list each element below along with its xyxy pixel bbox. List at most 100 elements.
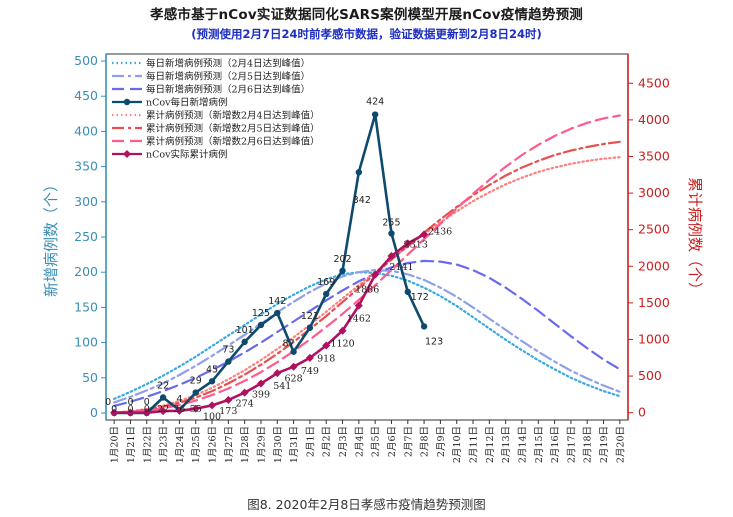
- daily-point: [306, 324, 314, 331]
- daily-data-label: 29: [190, 376, 202, 387]
- series-line-4: [112, 113, 426, 415]
- cumulative-data-label: 2436: [428, 226, 452, 237]
- x-tick-label: 1月23日: [159, 426, 170, 463]
- legend-label: nCov实际累计病例: [146, 149, 227, 161]
- cumulative-data-label: 0: [144, 404, 150, 415]
- x-tick-label: 2月4日: [354, 426, 365, 457]
- x-tick-label: 2月16日: [550, 426, 561, 463]
- cumulative-data-label: 1886: [355, 285, 379, 296]
- x-tick-label: 2月7日: [403, 426, 414, 457]
- x-tick-label: 1月22日: [142, 426, 153, 463]
- x-tick-label: 2月6日: [387, 426, 398, 457]
- cumulative-point: [273, 369, 282, 378]
- cumulative-point: [175, 406, 184, 415]
- daily-data-label: 45: [206, 364, 218, 375]
- daily-data-label: 101: [236, 325, 254, 336]
- x-tick-label: 2月5日: [371, 426, 382, 457]
- legend-label: 每日新增病例预测（2月4日达到峰值）: [146, 58, 310, 70]
- cumulative-point: [354, 301, 363, 310]
- chart-title: 孝感市基于nCov实证数据同化SARS案例模型开展nCov疫情趋势预测: [150, 7, 583, 23]
- cumulative-data-label: 628: [285, 374, 303, 385]
- legend-label: nCov每日新增病例: [146, 97, 227, 109]
- daily-point: [274, 309, 281, 317]
- series-line-7: [113, 114, 621, 414]
- series-line-6: [113, 140, 621, 414]
- cumulative-data-label: 1462: [347, 314, 371, 325]
- x-tick-label: 1月31日: [289, 426, 300, 463]
- cumulative-data-label: 26: [173, 404, 185, 415]
- left-tick-label: 350: [74, 159, 98, 174]
- cumulative-point: [110, 408, 119, 417]
- cumulative-point: [208, 401, 217, 410]
- left-tick-label: 250: [74, 229, 98, 244]
- cumulative-point: [142, 408, 151, 417]
- cumulative-data-label: 22: [157, 404, 169, 415]
- cumulative-data-label: 541: [273, 381, 291, 392]
- daily-data-label: 0: [105, 397, 111, 408]
- series-line-2: [113, 269, 621, 404]
- daily-data-label: 4: [176, 394, 182, 405]
- daily-point: [371, 111, 379, 118]
- x-tick-label: 2月12日: [485, 426, 496, 463]
- cumulative-data-label: 1120: [330, 339, 354, 350]
- left-axis-title: 新增病例数（个）: [42, 177, 60, 297]
- x-tick-label: 1月30日: [273, 426, 284, 463]
- daily-point: [159, 394, 167, 401]
- cumulative-point: [289, 362, 298, 371]
- cumulative-point: [191, 404, 200, 413]
- cumulative-data-label: 173: [219, 406, 237, 417]
- left-tick-label: 150: [74, 299, 98, 314]
- daily-data-label: 424: [366, 97, 384, 108]
- right-tick-label: 2000: [638, 258, 670, 273]
- chart-area: 0501001502002503003504004505000500100015…: [42, 53, 704, 463]
- x-tick-label: 2月3日: [338, 426, 349, 457]
- cumulative-data-label: 749: [301, 366, 319, 377]
- right-tick-label: 3500: [638, 148, 670, 163]
- left-tick-label: 500: [74, 53, 98, 68]
- right-axis-title: 累计病例数（个）: [686, 177, 704, 297]
- daily-data-label: 73: [222, 345, 234, 356]
- daily-data-label: 169: [317, 277, 335, 288]
- cumulative-data-label: 2141: [389, 262, 413, 273]
- daily-data-label: 125: [252, 308, 270, 319]
- cumulative-data-label: 274: [236, 399, 254, 410]
- x-tick-label: 2月13日: [501, 426, 512, 463]
- figure-caption: 图8. 2020年2月8日孝感市疫情趋势预测图: [247, 497, 486, 512]
- daily-data-label: 123: [425, 336, 443, 347]
- series-line-1: [113, 271, 621, 400]
- daily-point: [339, 267, 346, 274]
- x-tick-label: 1月28日: [240, 426, 251, 463]
- plot-frame: [105, 53, 629, 421]
- cumulative-point: [240, 388, 249, 397]
- legend-label: 累计病例预测（新增数2月4日达到峰值）: [146, 110, 320, 122]
- right-tick-label: 500: [638, 368, 662, 383]
- cumulative-data-label: 399: [252, 389, 270, 400]
- x-tick-label: 2月9日: [436, 426, 447, 457]
- x-tick-label: 2月15日: [534, 426, 545, 463]
- cumulative-data-label: 2313: [404, 239, 428, 250]
- x-tick-label: 1月24日: [175, 426, 186, 463]
- daily-point: [225, 358, 232, 365]
- x-tick-label: 2月14日: [517, 426, 528, 463]
- cumulative-point: [371, 270, 380, 279]
- daily-point: [241, 338, 248, 346]
- cumulative-data-label: 55: [190, 404, 202, 415]
- left-tick-label: 0: [90, 405, 98, 420]
- cumulative-point: [403, 239, 412, 248]
- daily-point: [388, 230, 395, 237]
- right-tick-label: 1500: [638, 295, 670, 310]
- x-tick-label: 2月19日: [599, 426, 610, 463]
- x-tick-label: 1月29日: [256, 426, 267, 463]
- daily-data-label: 172: [411, 292, 429, 303]
- daily-data-label: 121: [301, 311, 319, 322]
- left-tick-label: 100: [74, 335, 98, 350]
- daily-point: [355, 169, 363, 176]
- x-tick-label: 1月21日: [126, 426, 137, 463]
- right-tick-label: 3000: [638, 185, 670, 200]
- daily-point: [192, 389, 199, 396]
- daily-data-label: 0: [127, 397, 133, 408]
- left-tick-label: 400: [74, 123, 98, 138]
- daily-data-label: 0: [144, 397, 150, 408]
- left-tick-label: 50: [82, 370, 98, 385]
- cumulative-point: [305, 353, 314, 362]
